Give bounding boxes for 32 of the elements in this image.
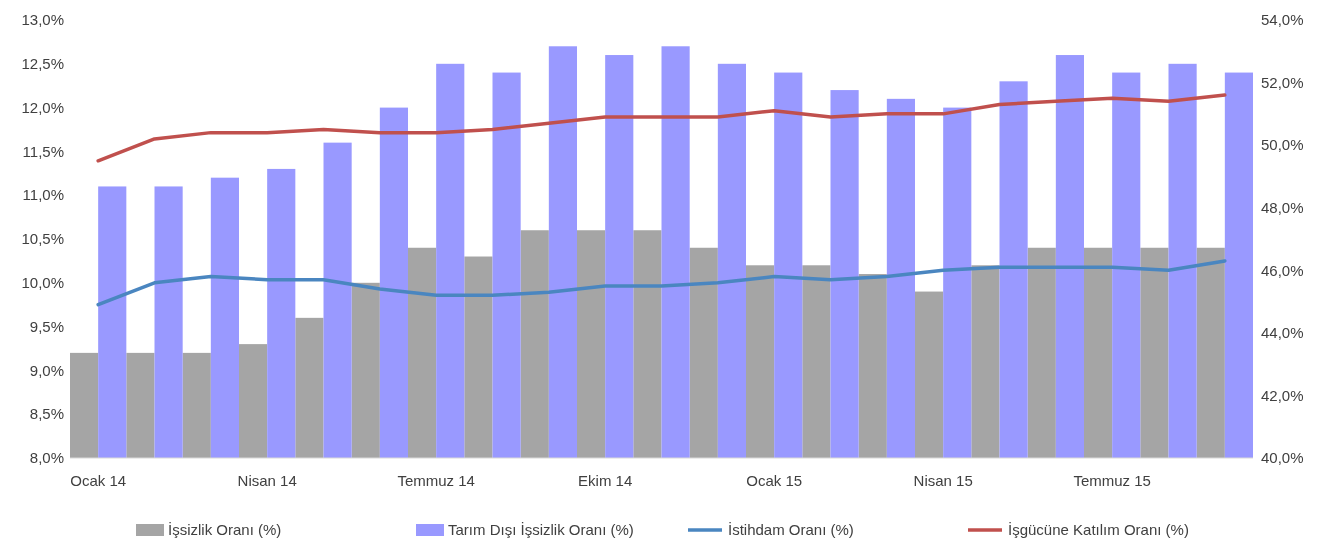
- x-tick-label: Nisan 15: [913, 472, 973, 489]
- x-tick-label: Ekim 14: [578, 472, 633, 489]
- line-series: [96, 259, 1227, 307]
- y2-tick-label: 40,0%: [1261, 449, 1304, 467]
- line-series: [96, 93, 1227, 163]
- y-tick-label: 9,5%: [29, 317, 64, 335]
- legend-label: Tarım Dışı İşsizlik Oranı (%): [448, 521, 634, 539]
- y2-tick-label: 52,0%: [1261, 73, 1304, 91]
- y2-tick-label: 44,0%: [1261, 324, 1304, 342]
- legend-label: İşsizlik Oranı (%): [168, 521, 282, 539]
- y-tick-label: 8,0%: [29, 449, 64, 467]
- x-tick-label: Nisan 14: [237, 472, 297, 489]
- legend-label: İşgücüne Katılım Oranı (%): [1008, 521, 1189, 539]
- y-tick-label: 9,0%: [29, 361, 64, 379]
- y2-tick-label: 42,0%: [1261, 386, 1304, 404]
- y-tick-label: 13,0%: [21, 11, 64, 29]
- y-tick-label: 8,5%: [29, 405, 64, 423]
- x-tick-label: Temmuz 14: [397, 472, 475, 489]
- y2-tick-label: 54,0%: [1261, 11, 1304, 29]
- y-tick-label: 10,5%: [21, 230, 64, 248]
- legend-label: İstihdam Oranı (%): [728, 521, 854, 539]
- x-tick-label: Ocak 15: [746, 472, 803, 489]
- y2-tick-label: 48,0%: [1261, 198, 1304, 216]
- y2-tick-label: 50,0%: [1261, 136, 1304, 154]
- x-tick-label: Temmuz 15: [1073, 472, 1151, 489]
- y-tick-label: 12,5%: [21, 55, 64, 73]
- y2-tick-label: 46,0%: [1261, 261, 1304, 279]
- y-tick-label: 12,0%: [21, 98, 64, 116]
- y-tick-label: 11,5%: [22, 142, 64, 160]
- y-tick-label: 10,0%: [21, 274, 64, 292]
- x-tick-label: Ocak 14: [70, 472, 127, 489]
- y-tick-label: 11,0%: [22, 186, 64, 204]
